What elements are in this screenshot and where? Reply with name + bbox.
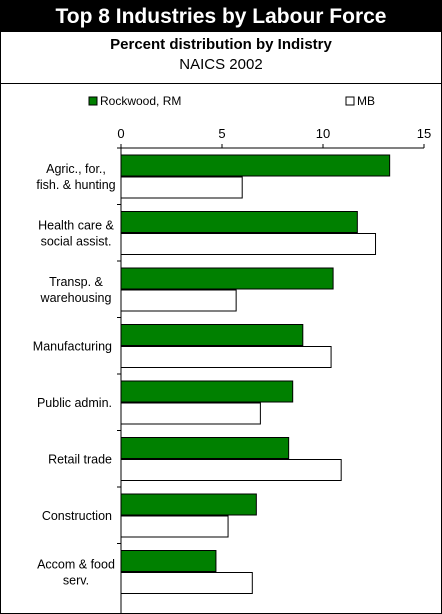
- category-label: warehousing: [40, 291, 112, 305]
- category-label: Public admin.: [37, 396, 112, 410]
- bar-rockwood: [120, 380, 294, 403]
- bar-mb: [120, 515, 229, 538]
- bar-rockwood: [120, 211, 358, 233]
- category-label: Transp. &: [49, 275, 103, 289]
- chart-subtitle-2: NAICS 2002: [179, 56, 263, 73]
- category-label: Accom & food: [37, 558, 115, 572]
- bar-rockwood: [120, 437, 290, 459]
- x-tick-label: 5: [218, 126, 225, 141]
- header-divider: [1, 83, 441, 84]
- bar-rockwood: [120, 267, 334, 290]
- chart-subtitle: Percent distribution by Indistry: [110, 36, 332, 53]
- bar-mb: [120, 346, 332, 368]
- category-label: Construction: [42, 509, 112, 523]
- legend-label-1: MB: [357, 94, 375, 108]
- chart-title: Top 8 Industries by Labour Force: [1, 1, 441, 32]
- bar-chart: Rockwood, RM MB 0 5 10 15 Agric., for., fish. &…: [33, 94, 431, 614]
- bar-mb: [120, 289, 237, 312]
- x-tick-label: 10: [316, 126, 330, 141]
- bar-mb: [120, 233, 377, 255]
- bar-rockwood: [120, 324, 304, 346]
- bar-rockwood: [120, 493, 257, 516]
- bar-rockwood: [120, 154, 391, 177]
- category-label: Agric., for.,: [46, 162, 106, 176]
- category-label: Retail trade: [48, 453, 112, 467]
- bar-rockwood: [120, 550, 217, 572]
- category-label: fish. & hunting: [36, 178, 115, 192]
- bar-mb: [120, 402, 261, 425]
- legend-swatch-1: [345, 96, 355, 106]
- x-tick-label: 15: [417, 126, 431, 141]
- category-label: Manufacturing: [33, 340, 112, 354]
- category-label: serv.: [63, 574, 89, 588]
- legend-swatch-0: [88, 96, 98, 106]
- legend-label-0: Rockwood, RM: [100, 94, 181, 108]
- bar-mb: [120, 572, 253, 594]
- category-label: social assist.: [41, 235, 112, 249]
- x-tick-label: 0: [117, 126, 124, 141]
- bar-mb: [120, 459, 342, 481]
- category-label: Health care &: [38, 219, 114, 233]
- bar-mb: [120, 176, 243, 199]
